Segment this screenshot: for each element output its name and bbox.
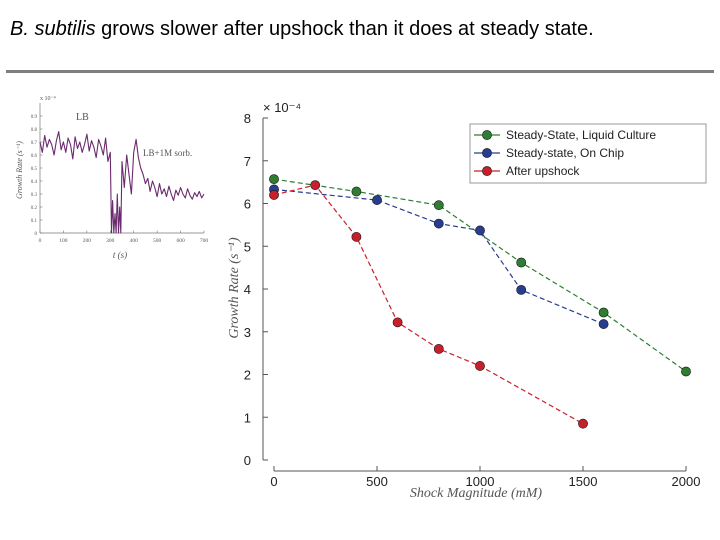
main-series — [269, 174, 691, 429]
legend-label-2: After upshock — [506, 164, 580, 178]
inset-y-tick-label: 0.6 — [31, 154, 38, 159]
inset-x-tick-label: 400 — [130, 238, 139, 244]
slide-title-italic: B. subtilis — [10, 18, 96, 40]
legend-swatch-marker-1 — [482, 148, 492, 158]
main-y-multiplier: × 10⁻⁴ — [263, 100, 301, 115]
main-y-axis-title: Growth Rate (s⁻¹) — [227, 237, 242, 339]
main-y-tick-label: 6 — [244, 197, 251, 212]
main-ticks: 0 1 2 3 4 5 6 7 8 0 500 1000 1500 2000 — [244, 111, 701, 489]
inset-x-tick-label: 100 — [59, 238, 68, 244]
series-point-0 — [433, 200, 444, 211]
legend-swatch-marker-2 — [482, 166, 492, 176]
inset-series — [39, 131, 205, 234]
series-point-1 — [598, 319, 609, 329]
series-line-2 — [273, 184, 584, 425]
series-point-2 — [433, 343, 444, 354]
inset-series-line-0 — [39, 131, 205, 234]
inset-chart: 0 0.1 0.2 0.3 0.4 0.5 0.6 0.7 0.8 0.9 0 100 200 300 40… — [15, 96, 208, 260]
main-chart: 0 1 2 3 4 5 6 7 8 0 500 1000 1500 2000 × 10⁻⁴ Shock M… — [227, 100, 707, 501]
series-point-2 — [578, 418, 588, 429]
inset-y-tick-label: 0.3 — [31, 193, 38, 198]
inset-y-tick-label: 0.4 — [31, 180, 38, 185]
legend-label-1: Steady-state, On Chip — [506, 146, 624, 160]
slide-title: B. subtilis grows slower after upshock t… — [10, 18, 594, 41]
series-point-2 — [351, 231, 362, 242]
inset-y-tick-label: 0.8 — [31, 128, 38, 133]
main-y-tick-label: 0 — [244, 453, 251, 468]
inset-x-tick-label: 300 — [106, 238, 115, 244]
series-line-0 — [273, 178, 687, 372]
series-point-0 — [351, 186, 362, 197]
legend-label-0: Steady-State, Liquid Culture — [506, 128, 656, 142]
main-y-tick-label: 2 — [244, 368, 251, 383]
series-point-1 — [433, 218, 444, 229]
main-y-tick-label: 5 — [244, 239, 251, 254]
inset-y-tick-label: 0.2 — [31, 206, 38, 211]
inset-y-axis-title: Growth Rate (s⁻¹) — [15, 141, 24, 199]
series-point-1 — [516, 284, 527, 295]
inset-annotation-lb-sorb: LB+1M sorb. — [143, 148, 192, 158]
legend-swatch-marker-0 — [482, 130, 492, 140]
slide-title-rest: grows slower after upshock than it does … — [95, 18, 594, 40]
title-divider — [6, 70, 714, 73]
series-point-0 — [681, 366, 691, 377]
inset-y-tick-label: 0.5 — [31, 167, 38, 172]
main-x-tick-label: 1000 — [466, 474, 495, 489]
inset-y-tick-label: 0 — [35, 232, 38, 237]
main-y-tick-label: 3 — [244, 325, 251, 340]
main-y-tick-label: 1 — [244, 410, 251, 425]
inset-x-tick-label: 600 — [176, 238, 185, 244]
inset-x-axis-title: t (s) — [113, 250, 127, 260]
inset-y-tick-label: 0.7 — [31, 141, 38, 146]
series-point-2 — [269, 190, 279, 200]
series-point-0 — [269, 174, 279, 185]
inset-ticks: 0 0.1 0.2 0.3 0.4 0.5 0.6 0.7 0.8 0.9 0 100 200 300 40… — [31, 115, 209, 244]
main-x-tick-label: 1500 — [569, 474, 598, 489]
series-point-0 — [516, 257, 527, 268]
series-point-2 — [392, 317, 403, 328]
series-point-1 — [372, 195, 382, 205]
series-point-1 — [475, 225, 485, 236]
inset-x-tick-label: 200 — [83, 238, 92, 244]
inset-y-tick-label: 0.1 — [31, 219, 38, 224]
series-point-0 — [598, 307, 609, 318]
main-y-tick-label: 4 — [244, 282, 251, 297]
inset-y-multiplier: x 10⁻⁴ — [40, 96, 56, 102]
main-y-tick-label: 7 — [244, 154, 251, 169]
inset-x-tick-label: 0 — [39, 238, 42, 244]
main-x-tick-label: 500 — [366, 474, 388, 489]
series-line-1 — [273, 188, 604, 325]
main-x-tick-label: 2000 — [672, 474, 701, 489]
main-x-tick-label: 0 — [270, 474, 277, 489]
inset-x-tick-label: 500 — [153, 238, 162, 244]
series-point-2 — [310, 180, 321, 191]
main-y-tick-label: 8 — [244, 111, 251, 126]
main-x-axis-title: Shock Magnitude (mM) — [410, 486, 543, 501]
inset-x-tick-label: 700 — [200, 238, 209, 244]
legend-box — [469, 123, 707, 184]
series-point-2 — [475, 361, 485, 371]
inset-y-tick-label: 0.9 — [31, 115, 38, 120]
main-legend: Steady-State, Liquid Culture Steady-state… — [469, 123, 707, 184]
inset-annotation-lb: LB — [76, 112, 89, 123]
